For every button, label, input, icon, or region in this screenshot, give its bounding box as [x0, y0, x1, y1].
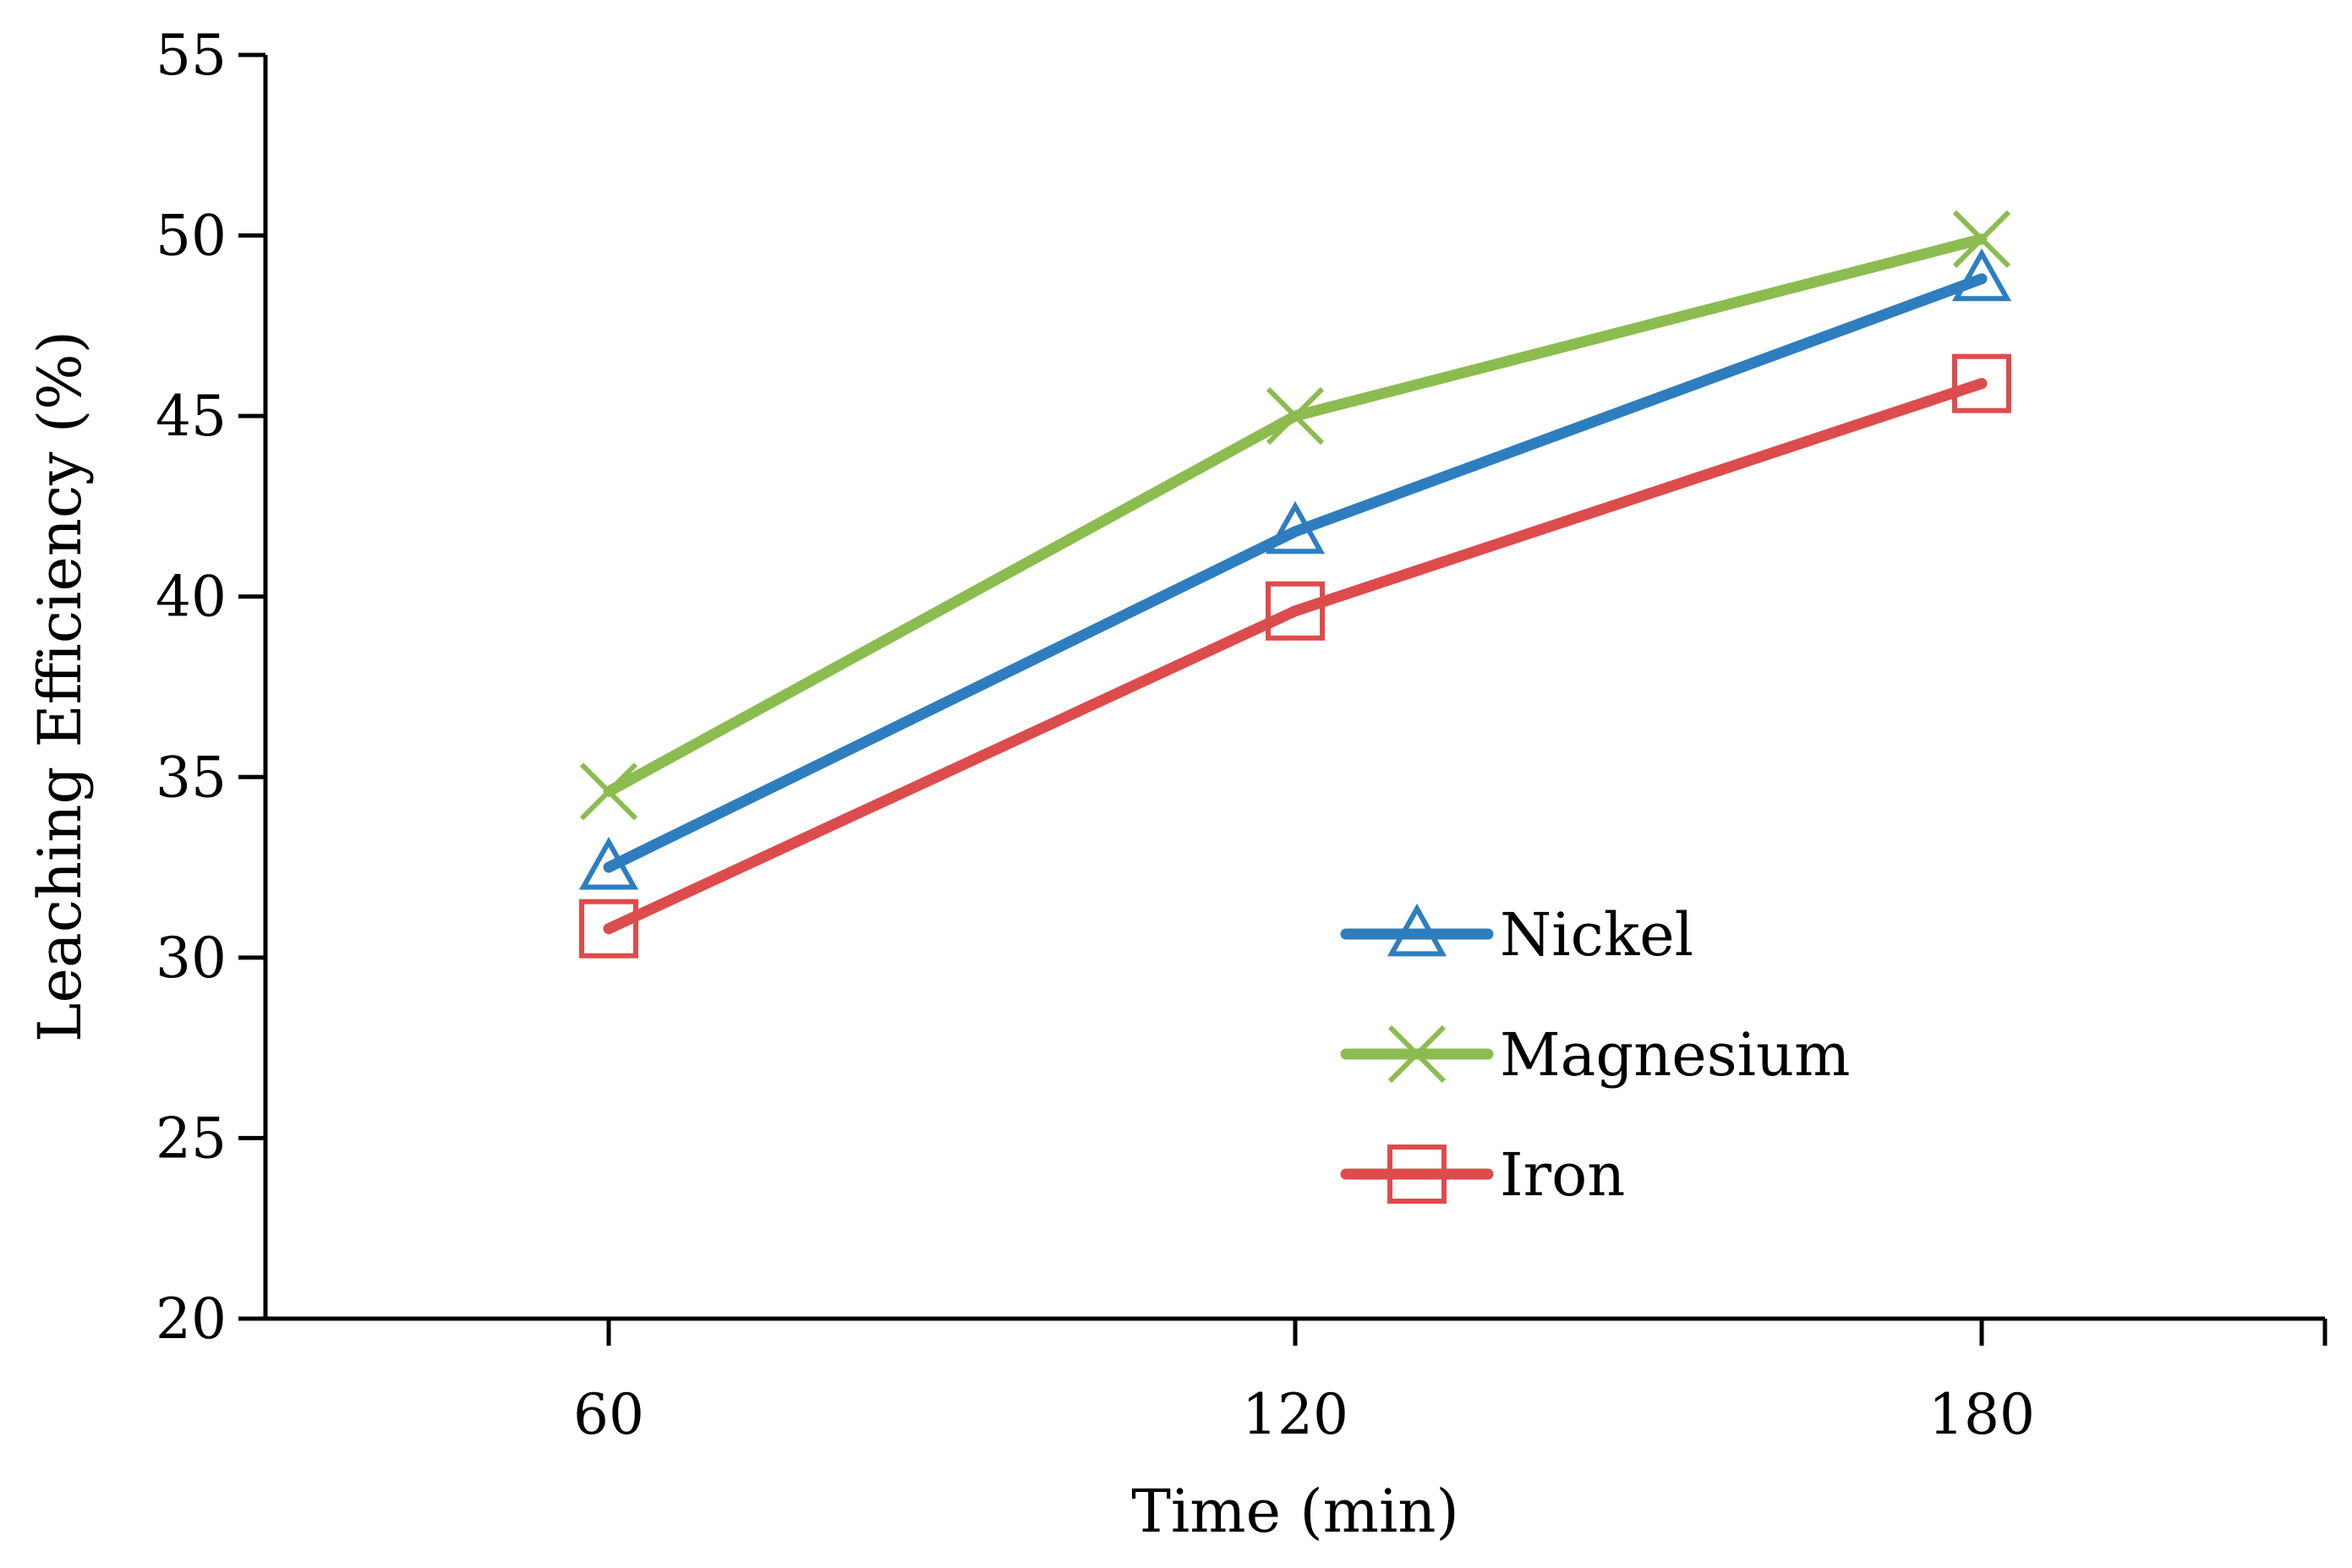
data-point-iron	[579, 899, 638, 959]
data-point-nickel	[1265, 500, 1326, 555]
y-ticks: 20 25 30 35 40 45 50 55	[156, 23, 265, 1352]
x-tick-label: 180	[1928, 1382, 2035, 1447]
data-point-iron	[1266, 581, 1325, 641]
y-tick-label: 35	[156, 745, 227, 810]
data-point-nickel	[1951, 248, 2012, 302]
legend: Nickel Magnesium Iron	[1340, 900, 1851, 1210]
legend-marker	[1387, 1024, 1447, 1084]
data-point-nickel	[578, 836, 639, 890]
x-tick-label: 60	[573, 1382, 644, 1447]
data-point-iron	[1952, 353, 2011, 413]
legend-marker	[1387, 903, 1447, 957]
legend-marker	[1387, 1145, 1447, 1204]
y-tick-label: 55	[156, 23, 227, 88]
legend-label: Nickel	[1500, 900, 1693, 970]
x-ticks: 60 120 180	[573, 1319, 2327, 1447]
y-tick-label: 40	[156, 565, 227, 630]
data-point-magnesium	[1266, 387, 1325, 445]
x-tick-label: 120	[1242, 1382, 1348, 1447]
axes	[263, 55, 2325, 1321]
series-line-iron	[603, 378, 1988, 935]
y-tick-label: 50	[156, 204, 227, 269]
series-nickel	[578, 248, 2012, 890]
legend-item-iron: Iron	[1340, 1140, 1625, 1210]
series-line-magnesium	[603, 233, 1988, 797]
legend-label: Iron	[1500, 1140, 1625, 1210]
series-magnesium	[579, 210, 2011, 821]
series-layer	[578, 210, 2012, 959]
series-iron	[579, 353, 2011, 959]
legend-label: Magnesium	[1500, 1020, 1851, 1090]
y-tick-label: 30	[156, 926, 227, 991]
x-axis-title: Time (min)	[1131, 1477, 1459, 1546]
data-point-magnesium	[1952, 210, 2011, 268]
y-axis-title: Leaching Efficiency (%)	[25, 331, 95, 1042]
legend-item-nickel: Nickel	[1340, 900, 1693, 970]
y-tick-label: 45	[156, 384, 227, 449]
data-point-magnesium	[579, 762, 638, 821]
y-tick-label: 25	[156, 1106, 227, 1171]
series-line-nickel	[603, 273, 1988, 873]
y-tick-label: 20	[156, 1287, 227, 1352]
legend-item-magnesium: Magnesium	[1340, 1020, 1851, 1090]
